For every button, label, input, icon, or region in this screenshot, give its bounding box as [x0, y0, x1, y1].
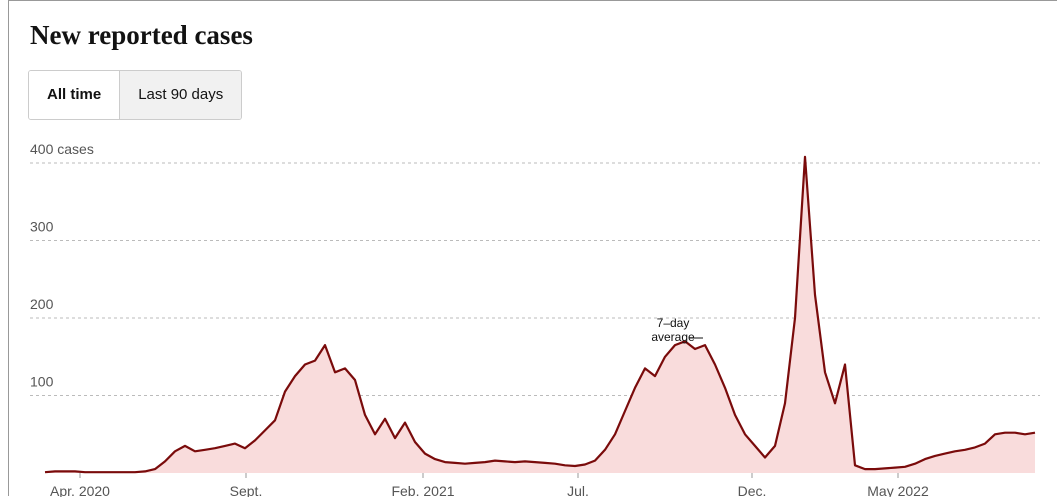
y-tick-label: 300: [30, 219, 54, 235]
x-tick-label: Apr. 2020: [50, 483, 110, 497]
frame: [8, 0, 1057, 496]
toggle-button[interactable]: All time: [29, 71, 120, 119]
toggle-button[interactable]: Last 90 days: [119, 71, 242, 119]
time-toggle: All time Last 90 days: [28, 70, 243, 120]
x-tick-label: Sept.: [230, 483, 263, 497]
x-tick-label: Jul.: [567, 483, 589, 497]
x-tick-label: Feb. 2021: [391, 483, 454, 497]
x-tick-label: May 2022: [867, 483, 929, 497]
y-tick-label: 200: [30, 296, 54, 312]
line: [44, 155, 1036, 474]
chart-title: New reported cases: [30, 20, 253, 50]
annotation: 7–day: [657, 316, 690, 330]
y-tick-label: 100: [30, 374, 54, 390]
annotation: average: [651, 330, 695, 344]
area-fill: [45, 156, 1035, 474]
x-tick-label: Dec.: [738, 483, 767, 497]
y-tick-label: 400 cases: [30, 141, 94, 157]
